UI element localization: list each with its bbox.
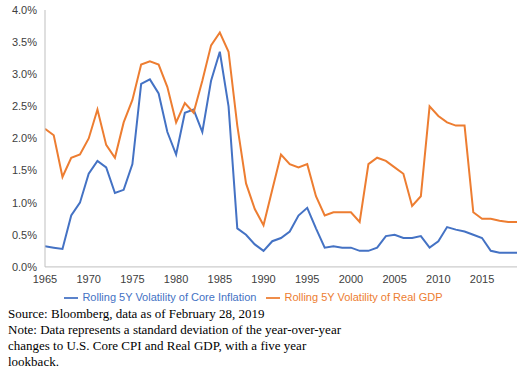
svg-text:1990: 1990 xyxy=(251,273,275,285)
svg-text:1970: 1970 xyxy=(76,273,100,285)
svg-text:2.5%: 2.5% xyxy=(12,100,37,112)
svg-text:1980: 1980 xyxy=(164,273,188,285)
svg-text:2005: 2005 xyxy=(382,273,406,285)
svg-text:3.5%: 3.5% xyxy=(12,36,37,48)
svg-text:2000: 2000 xyxy=(339,273,363,285)
html-text:Rolling 5Y Volatility of Real: Rolling 5Y Volatility of Real GDP xyxy=(284,290,443,303)
svg-text:1.0%: 1.0% xyxy=(12,197,37,209)
svg-text:0.5%: 0.5% xyxy=(12,229,37,241)
html-text:Rolling 5Y Volatility of Core: Rolling 5Y Volatility of Core Inflation xyxy=(82,290,257,303)
svg-text:1.5%: 1.5% xyxy=(12,164,37,176)
svg-text:1975: 1975 xyxy=(120,273,144,285)
svg-text:1995: 1995 xyxy=(295,273,319,285)
svg-text:1965: 1965 xyxy=(33,273,57,285)
svg-text:2.0%: 2.0% xyxy=(12,132,37,144)
svg-text:2010: 2010 xyxy=(426,273,450,285)
svg-text:1985: 1985 xyxy=(208,273,232,285)
html-text:Source: Bloomberg, data as of: Source: Bloomberg, data as of February 2… xyxy=(8,306,265,321)
svg-text:4.0%: 4.0% xyxy=(12,4,37,16)
svg-text:2015: 2015 xyxy=(470,273,494,285)
html-text:Note: Data represents a standa: Note: Data represents a standard deviati… xyxy=(8,322,341,369)
svg-text:0.0%: 0.0% xyxy=(12,261,37,273)
svg-text:3.0%: 3.0% xyxy=(12,68,37,80)
